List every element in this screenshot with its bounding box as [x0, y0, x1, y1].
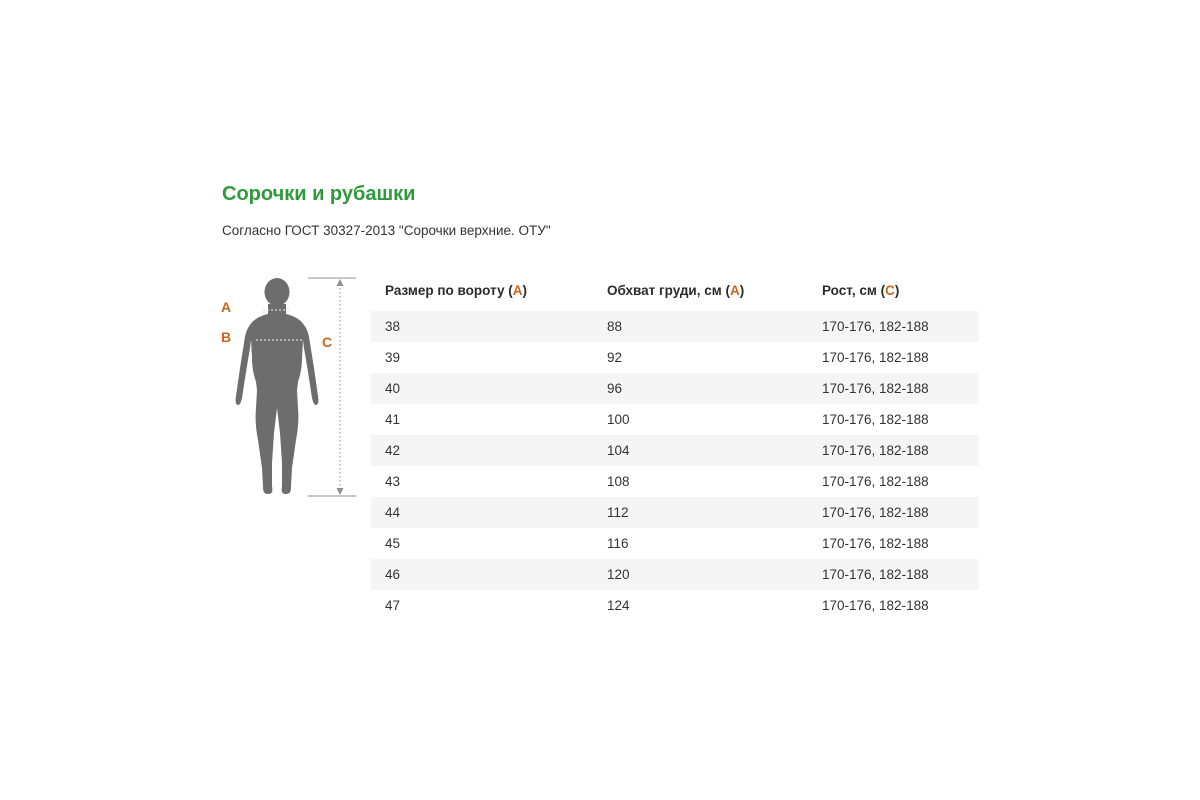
chest-size-cell: 120 [607, 567, 630, 582]
height-cell: 170-176, 182-188 [822, 567, 929, 582]
collar-size-cell: 39 [385, 350, 401, 365]
measurement-label-c: C [322, 334, 332, 350]
table-row: 41 100 170-176, 182-188 [371, 404, 979, 435]
measurement-label-a: A [221, 299, 231, 315]
height-cell: 170-176, 182-188 [822, 350, 929, 365]
height-cell: 170-176, 182-188 [822, 505, 929, 520]
arrow-up-icon [336, 279, 344, 286]
collar-size-header: Размер по вороту (А) [385, 282, 527, 298]
table-row: 40 96 170-176, 182-188 [371, 373, 979, 404]
height-cell: 170-176, 182-188 [822, 598, 929, 613]
table-row: 45 116 170-176, 182-188 [371, 528, 979, 559]
table-row: 46 120 170-176, 182-188 [371, 559, 979, 590]
chest-size-cell: 108 [607, 474, 630, 489]
marker-c: С [885, 282, 895, 298]
table-row: 42 104 170-176, 182-188 [371, 435, 979, 466]
height-measure-line [308, 277, 356, 497]
measurement-label-b: B [221, 329, 231, 345]
gost-standard-note: Согласно ГОСТ 30327-2013 "Сорочки верхни… [222, 223, 551, 238]
size-table-header-row: Размер по вороту (А) Обхват груди, см (А… [371, 269, 979, 311]
chest-size-header: Обхват груди, см (А) [607, 282, 745, 298]
height-cell: 170-176, 182-188 [822, 381, 929, 396]
chest-size-cell: 88 [607, 319, 623, 334]
collar-size-cell: 40 [385, 381, 401, 396]
collar-size-cell: 47 [385, 598, 401, 613]
height-cell: 170-176, 182-188 [822, 443, 929, 458]
height-header: Рост, см (С) [822, 282, 900, 298]
collar-size-cell: 44 [385, 505, 401, 520]
size-measurement-figure: A B C [221, 277, 356, 497]
chest-size-cell: 112 [607, 505, 629, 520]
table-row: 39 92 170-176, 182-188 [371, 342, 979, 373]
chest-size-cell: 96 [607, 381, 623, 396]
chest-size-cell: 124 [607, 598, 630, 613]
height-cell: 170-176, 182-188 [822, 319, 929, 334]
collar-size-cell: 45 [385, 536, 401, 551]
size-table-body: 38 88 170-176, 182-188 39 92 170-176, 18… [371, 311, 979, 621]
table-row: 44 112 170-176, 182-188 [371, 497, 979, 528]
collar-size-cell: 42 [385, 443, 401, 458]
marker-a: А [512, 282, 523, 298]
table-row: 43 108 170-176, 182-188 [371, 466, 979, 497]
collar-size-cell: 38 [385, 319, 401, 334]
arrow-down-icon [336, 488, 344, 495]
chest-size-cell: 116 [607, 536, 629, 551]
height-cell: 170-176, 182-188 [822, 536, 929, 551]
page-title: Сорочки и рубашки [222, 183, 416, 205]
collar-size-cell: 43 [385, 474, 401, 489]
male-silhouette [235, 278, 319, 494]
collar-size-cell: 46 [385, 567, 401, 582]
chest-size-cell: 92 [607, 350, 623, 365]
height-cell: 170-176, 182-188 [822, 474, 929, 489]
chest-size-cell: 100 [607, 412, 630, 427]
size-table: Размер по вороту (А) Обхват груди, см (А… [371, 269, 979, 621]
marker-a2: А [729, 282, 740, 298]
chest-size-cell: 104 [607, 443, 630, 458]
table-row: 38 88 170-176, 182-188 [371, 311, 979, 342]
height-cell: 170-176, 182-188 [822, 412, 929, 427]
table-row: 47 124 170-176, 182-188 [371, 590, 979, 621]
collar-size-cell: 41 [385, 412, 401, 427]
